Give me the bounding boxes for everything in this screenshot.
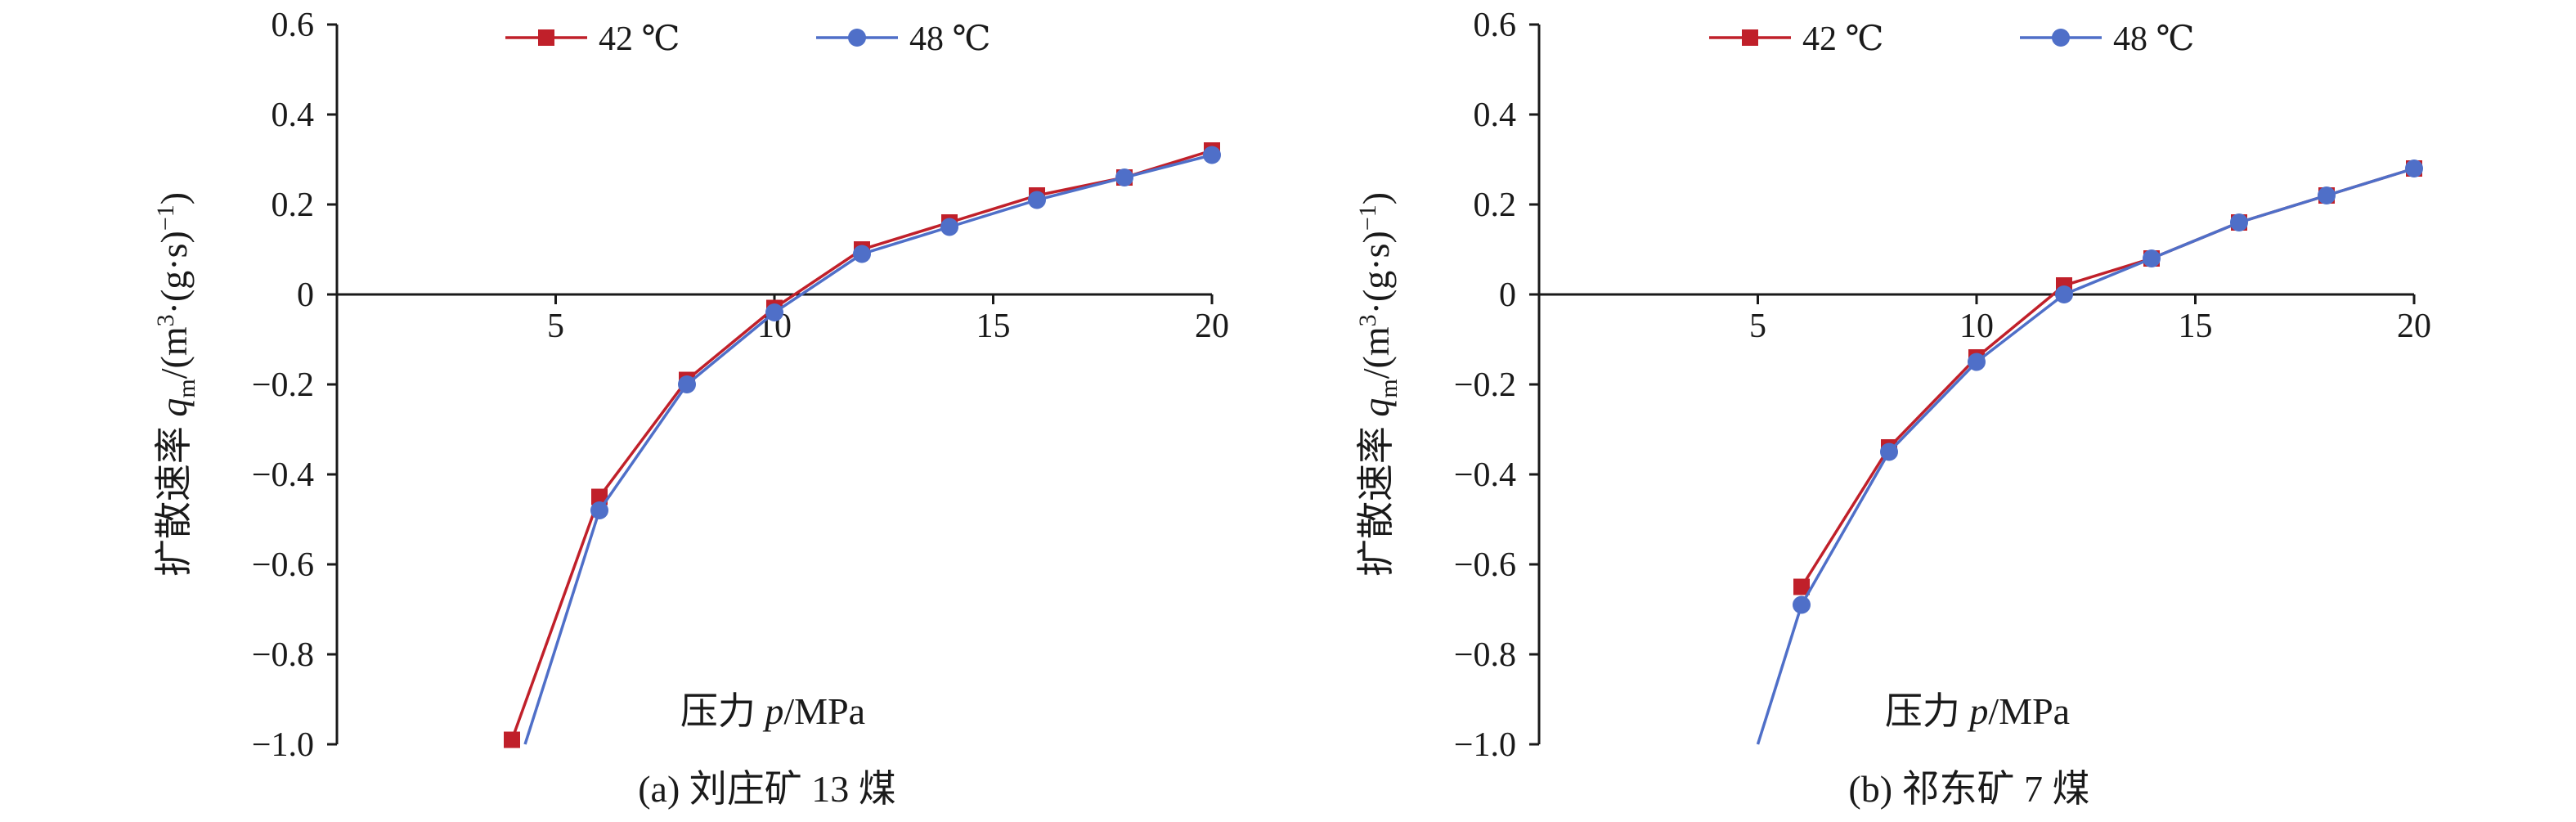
data-point-48c bbox=[765, 303, 783, 321]
legend-label: 42 ℃ bbox=[599, 20, 680, 58]
x-tick-label: 5 bbox=[1749, 308, 1766, 345]
y-tick-label: −1.0 bbox=[252, 726, 314, 764]
chart-b: 0.6 0.4 0.2 0 −0.2 −0.4 −0.6 −0.8 −1.0 5 10 15 20 42 … bbox=[1354, 7, 2431, 810]
data-point-48c bbox=[1968, 353, 1986, 371]
y-tick-label: −0.4 bbox=[1454, 456, 1516, 494]
y-tick-label: −0.2 bbox=[1454, 366, 1516, 404]
data-point-48c bbox=[1880, 442, 1898, 461]
series-line-48c bbox=[1756, 167, 2415, 745]
x-tick-label: 20 bbox=[2397, 308, 2431, 345]
y-tick-label: 0.6 bbox=[1474, 7, 1517, 44]
chart-caption: (a) 刘庄矿 13 煤 bbox=[638, 768, 896, 810]
y-tick-label: −0.8 bbox=[252, 636, 314, 674]
x-tick-label: 15 bbox=[2179, 308, 2213, 345]
legend-marker bbox=[848, 29, 866, 47]
y-tick-label: −0.6 bbox=[1454, 546, 1516, 584]
y-tick-label: 0.2 bbox=[1474, 186, 1517, 224]
legend-label: 48 ℃ bbox=[2113, 20, 2194, 58]
data-point-48c bbox=[1028, 191, 1046, 209]
chart-caption: (b) 祁东矿 7 煤 bbox=[1848, 768, 2089, 810]
data-point-48c bbox=[2055, 285, 2073, 303]
y-tick-label: 0 bbox=[297, 276, 314, 314]
data-point-48c bbox=[1115, 168, 1133, 186]
y-tick-label: 0 bbox=[1499, 276, 1516, 314]
y-tick-label: −0.4 bbox=[252, 456, 314, 494]
data-point-48c bbox=[1793, 595, 1811, 614]
series-line-42c bbox=[1800, 167, 2415, 588]
data-point-42c bbox=[591, 488, 608, 505]
data-point-48c bbox=[678, 375, 696, 393]
legend-label: 48 ℃ bbox=[909, 20, 990, 58]
data-point-48c bbox=[2143, 249, 2161, 267]
legend-label: 42 ℃ bbox=[1802, 20, 1883, 58]
y-tick-label: 0.2 bbox=[272, 186, 315, 224]
y-tick-label: 0.4 bbox=[1474, 97, 1517, 134]
data-point-48c bbox=[940, 218, 958, 236]
data-point-48c bbox=[2318, 186, 2336, 204]
data-point-48c bbox=[1203, 146, 1221, 164]
y-tick-label: 0.4 bbox=[272, 97, 315, 134]
data-point-48c bbox=[853, 245, 871, 263]
y-tick-label: −0.6 bbox=[252, 546, 314, 584]
x-tick-label: 5 bbox=[547, 308, 564, 345]
x-axis-title: 压力 p/MPa bbox=[680, 690, 865, 732]
data-point-48c bbox=[590, 501, 608, 519]
y-axis-title: 扩散速率 qm/(m3·(g·s)−1) bbox=[1354, 192, 1402, 577]
chart-a: 0.60.40.20−0.2−0.4−0.6−0.8−1.05 10 15 2042 … bbox=[152, 7, 1229, 810]
legend-marker bbox=[2052, 29, 2070, 47]
y-tick-label: −0.2 bbox=[252, 366, 314, 404]
y-tick-label: −0.8 bbox=[1454, 636, 1516, 674]
data-point-42c bbox=[504, 731, 520, 748]
legend-marker bbox=[1742, 29, 1758, 46]
y-tick-label: 0.6 bbox=[272, 7, 315, 44]
y-tick-label: −1.0 bbox=[1454, 726, 1516, 764]
x-tick-label: 10 bbox=[1959, 308, 1994, 345]
x-axis-title: 压力 p/MPa bbox=[1885, 690, 2070, 732]
x-tick-label: 20 bbox=[1195, 308, 1229, 345]
y-axis-title: 扩散速率 qm/(m3·(g·s)−1) bbox=[152, 192, 200, 577]
data-point-42c bbox=[1793, 578, 1810, 595]
data-point-48c bbox=[2230, 213, 2248, 231]
x-tick-label: 15 bbox=[976, 308, 1011, 345]
data-point-48c bbox=[2405, 159, 2423, 177]
series-line-42c bbox=[510, 149, 1213, 741]
legend-marker bbox=[538, 29, 554, 46]
